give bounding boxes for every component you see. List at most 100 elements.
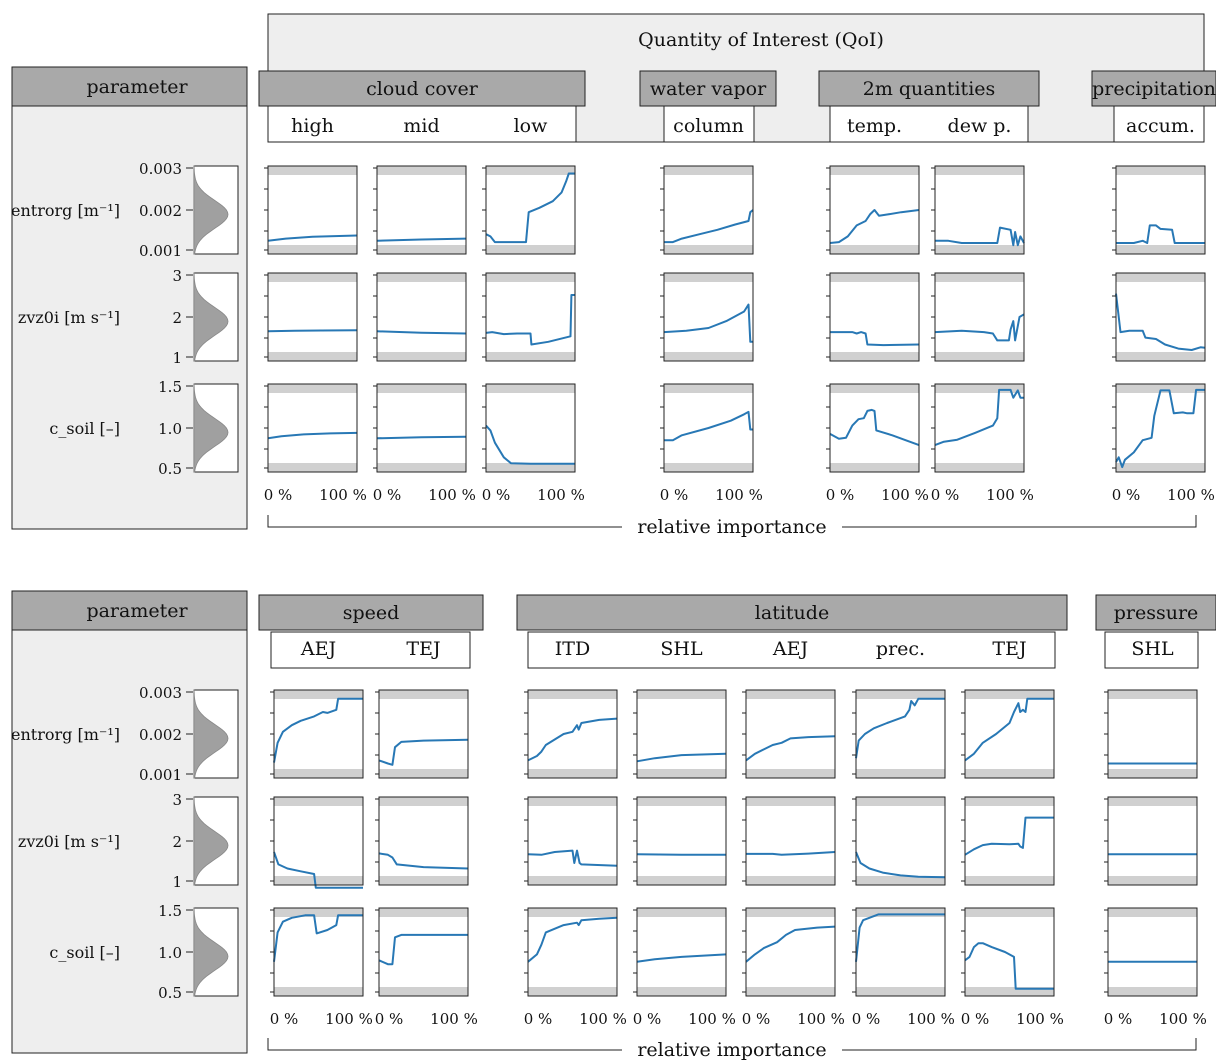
x-tick-label: 100 % bbox=[1016, 1010, 1064, 1028]
parameter-tick-label: 0.002 bbox=[139, 726, 182, 744]
qoi-subgroup-box bbox=[527, 631, 1056, 669]
sensitivity-line bbox=[485, 424, 575, 465]
x-tick-label: 100 % bbox=[797, 1010, 845, 1028]
out-of-range-band bbox=[1116, 463, 1205, 472]
importance-bracket-right bbox=[842, 1038, 1197, 1051]
sensitivity-line bbox=[273, 914, 363, 962]
out-of-range-band bbox=[379, 797, 468, 806]
subplot-background bbox=[830, 384, 919, 472]
x-tick-label: 100 % bbox=[319, 486, 367, 504]
out-of-range-band bbox=[377, 384, 466, 393]
out-of-range-band bbox=[746, 769, 835, 778]
qoi-sub-label: prec. bbox=[876, 638, 925, 660]
qoi-sub-label: SHL bbox=[1131, 638, 1174, 660]
parameter-tick-label: 0.001 bbox=[139, 766, 182, 784]
sensitivity-line bbox=[376, 435, 467, 440]
parameter-tick-label: 0.003 bbox=[139, 684, 182, 702]
out-of-range-band bbox=[379, 769, 468, 778]
sensitivity-line bbox=[378, 738, 469, 766]
x-tick-label: 0 % bbox=[633, 1010, 662, 1028]
out-of-range-band bbox=[274, 987, 363, 996]
subplot-background bbox=[379, 690, 468, 778]
relative-importance-label: relative importance bbox=[637, 1039, 826, 1061]
qoi-title: Quantity of Interest (QoI) bbox=[638, 29, 884, 51]
out-of-range-band bbox=[664, 245, 753, 254]
qoi-group-label: pressure bbox=[1114, 602, 1199, 624]
parameter-label: c_soil [–] bbox=[49, 419, 120, 438]
qoi-group-box bbox=[516, 594, 1068, 631]
sensitivity-line bbox=[267, 329, 358, 333]
out-of-range-band bbox=[486, 273, 575, 282]
out-of-range-band bbox=[746, 797, 835, 806]
out-of-range-band bbox=[1116, 245, 1205, 254]
qoi-sub-label: high bbox=[291, 115, 334, 137]
subplot-background bbox=[746, 690, 835, 778]
qoi-sub-label: dew p. bbox=[948, 115, 1012, 137]
qoi-group-label: precipitation bbox=[1092, 78, 1216, 100]
qoi-sub-label: AEJ bbox=[300, 638, 336, 660]
sensitivity-line bbox=[378, 933, 468, 966]
qoi-subgroup-box bbox=[663, 105, 755, 143]
parameter-tick-label: 1 bbox=[172, 349, 182, 367]
sensitivity-line bbox=[376, 330, 467, 335]
x-tick-label: 0 % bbox=[375, 1010, 404, 1028]
subplot-background bbox=[1108, 797, 1197, 885]
qoi-group-label: speed bbox=[343, 602, 400, 624]
parameter-tick-label: 1 bbox=[172, 873, 182, 891]
sensitivity-line bbox=[267, 431, 358, 440]
out-of-range-band bbox=[528, 908, 617, 917]
out-of-range-band bbox=[1108, 797, 1197, 806]
out-of-range-band bbox=[830, 384, 919, 393]
parameter-header: parameter bbox=[86, 76, 188, 98]
prior-distribution bbox=[193, 272, 229, 362]
subplot-background bbox=[274, 797, 363, 885]
importance-bracket-right bbox=[842, 515, 1197, 528]
sensitivity-line bbox=[1115, 293, 1206, 351]
x-tick-label: 0 % bbox=[961, 1010, 990, 1028]
qoi-sub-label: column bbox=[673, 115, 744, 137]
out-of-range-band bbox=[1116, 384, 1205, 393]
importance-bracket-left bbox=[267, 1038, 622, 1051]
out-of-range-band bbox=[377, 463, 466, 472]
parameter-tick-label: 1.0 bbox=[158, 944, 182, 962]
subplot-background bbox=[935, 166, 1024, 254]
qoi-group-label: latitude bbox=[755, 602, 829, 624]
sensitivity-line bbox=[745, 735, 836, 762]
parameter-label: entrorg [m⁻¹] bbox=[11, 725, 120, 744]
out-of-range-band bbox=[664, 352, 753, 361]
out-of-range-band bbox=[856, 876, 945, 885]
sensitivity-line bbox=[829, 209, 920, 244]
subplot-background bbox=[268, 384, 357, 472]
subplot-background bbox=[379, 908, 468, 996]
out-of-range-band bbox=[935, 245, 1024, 254]
qoi-group-box bbox=[258, 70, 586, 107]
out-of-range-band bbox=[274, 908, 363, 917]
qoi-subgroup-box bbox=[1113, 105, 1205, 143]
subplot-background bbox=[268, 273, 357, 361]
parameter-tick-label: 0.003 bbox=[139, 160, 182, 178]
panel-top: Quantity of Interest (QoI) parameter clo… bbox=[11, 13, 1216, 538]
sensitivity-line bbox=[267, 234, 358, 242]
x-tick-label: 100 % bbox=[325, 1010, 373, 1028]
qoi-sub-label: low bbox=[514, 115, 549, 137]
out-of-range-band bbox=[856, 908, 945, 917]
sensitivity-line bbox=[935, 226, 1025, 247]
subplot-background bbox=[486, 166, 575, 254]
subplot-background bbox=[268, 166, 357, 254]
out-of-range-band bbox=[965, 769, 1054, 778]
out-of-range-band bbox=[856, 987, 945, 996]
out-of-range-band bbox=[486, 166, 575, 175]
subplot-background bbox=[965, 797, 1054, 885]
out-of-range-band bbox=[486, 352, 575, 361]
out-of-range-band bbox=[637, 690, 726, 699]
sensitivity-line bbox=[273, 851, 363, 889]
subplot-background bbox=[830, 273, 919, 361]
x-tick-label: 100 % bbox=[537, 486, 585, 504]
out-of-range-band bbox=[486, 245, 575, 254]
out-of-range-band bbox=[637, 797, 726, 806]
subplot-background bbox=[746, 908, 835, 996]
out-of-range-band bbox=[274, 769, 363, 778]
qoi-group-box bbox=[1091, 70, 1216, 107]
qoi-group-label: 2m quantities bbox=[863, 78, 996, 100]
out-of-range-band bbox=[746, 908, 835, 917]
